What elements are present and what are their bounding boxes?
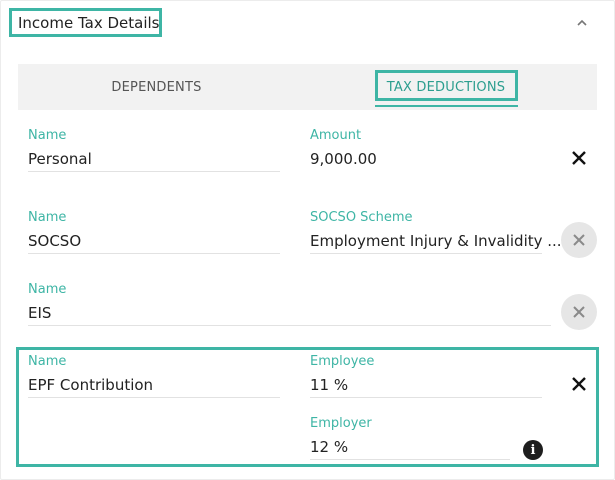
panel-title[interactable]: Income Tax Details [18,14,160,32]
header-highlight-box [9,8,162,37]
chevron-up-icon[interactable] [575,16,589,30]
socso-scheme-label: SOCSO Scheme [310,210,413,225]
name-field[interactable]: SOCSO [28,232,82,250]
name-field[interactable]: Personal [28,150,92,168]
name-label: Name [28,128,67,143]
name-label: Name [28,210,67,225]
amount-label: Amount [310,128,362,143]
close-icon [573,306,585,318]
employee-field-underline [310,397,542,398]
name-field-underline [28,253,280,254]
active-tab-indicator [375,105,518,107]
close-icon[interactable] [571,376,587,392]
employer-field-underline [310,459,510,460]
name-label: Name [28,354,67,369]
tab-highlight-box [375,70,518,101]
name-field-underline [28,325,551,326]
employee-label: Employee [310,354,375,369]
employee-field[interactable]: 11 % [310,376,349,394]
name-field-underline [28,397,280,398]
employer-label: Employer [310,416,372,431]
info-icon[interactable]: i [523,440,543,460]
name-field[interactable]: EIS [28,304,52,322]
tab-dependents[interactable]: DEPENDENTS [111,79,202,95]
socso-scheme-underline [310,253,542,254]
remove-button[interactable] [561,294,597,330]
name-label: Name [28,282,67,297]
amount-field[interactable]: 9,000.00 [310,150,377,168]
employer-field[interactable]: 12 % [310,438,349,456]
epf-row-highlight-box [16,347,599,467]
close-icon [573,234,585,246]
remove-button[interactable] [561,222,597,258]
name-field-underline [28,171,280,172]
socso-scheme-select[interactable]: Employment Injury & Invalidity ... [310,232,562,250]
close-icon[interactable] [571,150,587,166]
tab-tax-deductions[interactable]: TAX DEDUCTIONS [386,79,506,95]
name-field[interactable]: EPF Contribution [28,376,154,394]
